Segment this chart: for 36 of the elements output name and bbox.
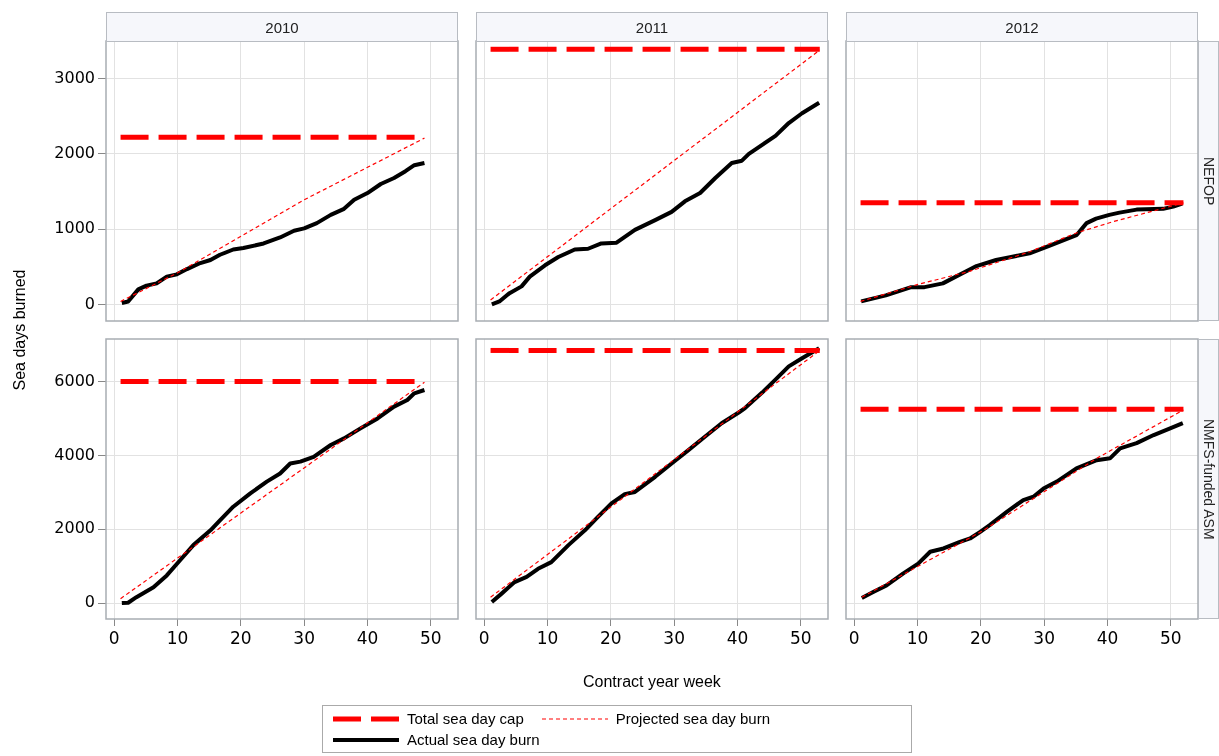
chart-title: 2012 — [846, 12, 1198, 42]
legend-label: Actual sea day burn — [407, 731, 540, 748]
x-tick-label: 0 — [478, 627, 490, 648]
x-tick-label: 20 — [600, 627, 622, 648]
x-axis-title: Contract year week — [583, 673, 721, 691]
x-tick-label: 50 — [1159, 627, 1182, 648]
x-tick-label: 0 — [848, 627, 860, 648]
x-tick-label: 10 — [166, 627, 189, 648]
y-tick-label: 0 — [84, 592, 95, 612]
chart-title: 2010 — [106, 12, 458, 42]
y-tick-label: 2000 — [54, 518, 95, 538]
chart-title: 2011 — [476, 12, 828, 42]
legend-label: Projected sea day burn — [615, 710, 771, 727]
x-tick-label: 30 — [1033, 627, 1055, 648]
x-tick-label: 30 — [293, 627, 315, 648]
x-tick-label: 20 — [970, 627, 992, 648]
y-tick-label: 0 — [84, 293, 95, 313]
x-tick-label: 40 — [356, 627, 379, 648]
x-tick-label: 10 — [536, 627, 559, 648]
x-tick-label: 40 — [726, 627, 749, 648]
x-tick-label: 30 — [663, 627, 685, 648]
y-tick-label: 1000 — [54, 218, 95, 238]
x-tick-label: 10 — [906, 627, 929, 648]
text: NEFOP — [1200, 156, 1217, 206]
y-tick-label: 6000 — [54, 370, 95, 390]
x-tick-label: 50 — [419, 627, 442, 648]
y-tick-label: 3000 — [54, 67, 95, 87]
x-tick-label: 20 — [230, 627, 252, 648]
legend-label: Total sea day cap — [407, 710, 524, 727]
y-tick-label: 2000 — [54, 143, 95, 163]
text: NMFS-funded ASM — [1200, 418, 1217, 540]
x-tick-label: 40 — [1096, 627, 1119, 648]
x-tick-label: 0 — [108, 627, 120, 648]
y-tick-label: 4000 — [54, 444, 95, 464]
x-tick-label: 50 — [789, 627, 812, 648]
y-axis-title: Sea days burned — [10, 269, 29, 391]
